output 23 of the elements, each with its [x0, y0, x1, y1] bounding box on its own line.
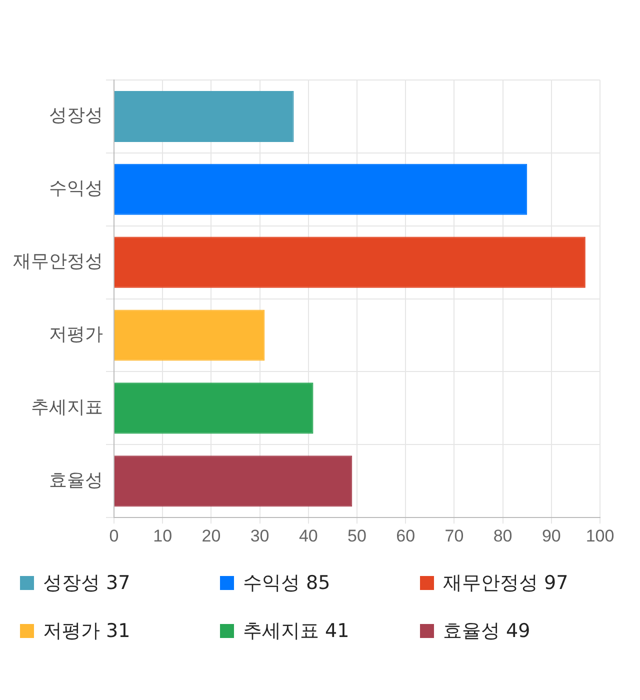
- x-tick-label: 0: [109, 526, 119, 546]
- x-tick-label: 10: [153, 526, 172, 546]
- legend-label: 성장성 37: [43, 571, 130, 596]
- y-tick-label: 추세지표: [31, 396, 103, 418]
- x-tick-label: 100: [586, 526, 614, 546]
- x-tick-label: 30: [250, 526, 270, 546]
- x-tick-label: 90: [542, 526, 561, 546]
- legend-label: 저평가 31: [43, 619, 130, 644]
- x-tick-label: 80: [493, 526, 512, 546]
- legend-label: 재무안정성 97: [443, 571, 568, 596]
- y-tick-label: 수익성: [49, 178, 103, 200]
- y-tick-label: 효율성: [49, 470, 103, 491]
- x-tick-label: 70: [444, 526, 464, 546]
- x-tick-label: 50: [348, 526, 366, 546]
- x-tick-label: 60: [396, 526, 416, 546]
- legend-label: 수익성 85: [243, 571, 330, 596]
- legend-label: 추세지표 41: [243, 619, 350, 644]
- legend-label: 효율성 49: [443, 619, 530, 644]
- x-tick-label: 20: [202, 526, 221, 546]
- y-tick-label: 성장성: [49, 105, 103, 126]
- y-tick-label: 저평가: [49, 324, 103, 345]
- x-tick-label: 40: [298, 526, 318, 546]
- y-tick-label: 재무안정성: [13, 251, 103, 272]
